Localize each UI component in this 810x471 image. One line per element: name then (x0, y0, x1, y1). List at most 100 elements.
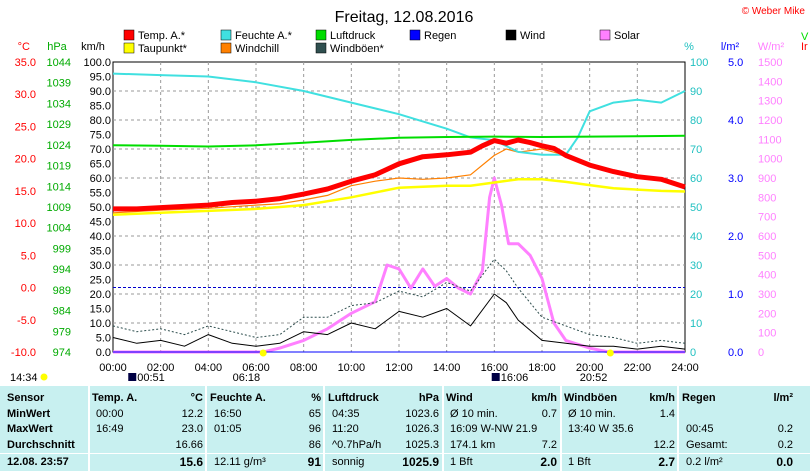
sunrise-icon (259, 349, 267, 357)
series-line-luftdruck (112, 134, 686, 148)
column-header: Temp. A. (92, 392, 138, 404)
column-header: Luftdruck (328, 392, 379, 404)
column-unit: km/h (649, 392, 675, 404)
moonrise-icon (128, 373, 137, 381)
time-markers: 14:34 06:18 20:52 00:51 16:06 (10, 349, 614, 384)
legend-label: Windböen* (330, 43, 385, 55)
table-cell-label: 16:09 W-NW 21.9 (450, 423, 538, 435)
column-separator (442, 386, 444, 471)
solar-tick-label: 900 (758, 173, 776, 185)
wind-tick-label: 85.0 (90, 101, 111, 113)
wind-tick-label: 65.0 (90, 159, 111, 171)
pressure-tick-label: 984 (53, 306, 71, 318)
wind-tick-label: 20.0 (90, 289, 111, 301)
x-tick-label: 16:00 (481, 362, 509, 374)
legend-swatch (599, 29, 611, 41)
wind-tick-label: 0.0 (96, 347, 111, 359)
legend-label: Windchill (235, 43, 279, 55)
table-cell-value: 1026.3 (405, 423, 439, 435)
temp-tick-label: 5.0 (21, 250, 36, 262)
solar-tick-label: 600 (758, 231, 776, 243)
row-label-average: Durchschnitt (7, 439, 75, 451)
series-line-windb-en (112, 258, 686, 344)
humidity-unit-label: % (684, 41, 694, 53)
solar-tick-label: 1400 (758, 76, 782, 88)
legend-swatch (315, 29, 327, 41)
x-tick-label: 22:00 (624, 362, 652, 374)
solar-tick-label: 1300 (758, 96, 782, 108)
x-tick-label: 00:00 (99, 362, 127, 374)
temp-tick-label: 15.0 (15, 186, 36, 198)
temp-tick-label: -5.0 (17, 315, 36, 327)
column-separator (677, 386, 679, 471)
wind-tick-label: 45.0 (90, 217, 111, 229)
table-cell-label: 00:45 (686, 423, 714, 435)
row-label-current: 12.08. 23:57 (7, 456, 69, 468)
column-header: Regen (682, 392, 716, 404)
series-line-taupunkt (112, 178, 686, 216)
humidity-tick-label: 0 (690, 347, 696, 359)
humidity-tick-label: 60 (690, 173, 702, 185)
axis-ticks: -10.0 -5.0 0.0 5.0 10.0 15.0 20.0 25.0 30.0 35.0 9… (11, 57, 783, 374)
wind-tick-label: 35.0 (90, 246, 111, 258)
table-cell-value: 12.2 (181, 408, 203, 420)
table-cell-value: 2.7 (658, 455, 675, 469)
temp-tick-label: 20.0 (15, 154, 36, 166)
table-cell-label: sonnig (332, 456, 365, 468)
sunset-icon (606, 349, 614, 357)
sunset-label: 20:52 (580, 372, 608, 384)
legend-swatch (505, 29, 517, 41)
temp-tick-label: 30.0 (15, 89, 36, 101)
table-cell-label: 12.11 g/m³ (214, 456, 266, 468)
column-unit: °C (190, 392, 203, 404)
column-header: Feuchte A. (210, 392, 266, 404)
rain-tick-label: 5.0 (728, 57, 743, 69)
table-cell-value: 0.2 (777, 439, 793, 451)
temp-unit-label: °C (18, 41, 30, 53)
table-cell-value: 86 (308, 439, 321, 451)
column-separator (88, 386, 90, 471)
wind-tick-label: 10.0 (90, 318, 111, 330)
humidity-tick-label: 50 (690, 202, 702, 214)
legend-label: Regen (424, 30, 456, 42)
solar-tick-label: 1100 (758, 134, 782, 146)
pressure-tick-label: 1004 (47, 223, 71, 235)
table-cell-label: 16:50 (214, 408, 242, 420)
series-line-temp-a (113, 137, 686, 212)
wind-tick-label: 75.0 (90, 130, 111, 142)
table-cell-value: 96 (308, 423, 321, 435)
legend-swatch (315, 42, 327, 54)
table-cell-label: 11:20 (332, 423, 359, 435)
column-unit: % (311, 392, 321, 404)
table-cell-value: 23.0 (181, 423, 203, 435)
column-separator (323, 386, 325, 471)
x-tick-label: 10:00 (338, 362, 366, 374)
table-cell-value: 12.2 (653, 439, 675, 451)
table-cell-value: 15.6 (179, 455, 203, 469)
column-unit: km/h (531, 392, 557, 404)
pressure-tick-label: 1039 (47, 78, 71, 90)
table-cell-label: 0.2 l/m² (686, 456, 723, 468)
copyright: © Weber Mike (742, 6, 806, 17)
pressure-tick-label: 1029 (47, 119, 71, 131)
table-cell-value: 1023.6 (405, 408, 439, 420)
table-cell-value: 16.66 (175, 439, 203, 451)
sunrise-label: 06:18 (233, 372, 261, 384)
temp-tick-label: 25.0 (15, 121, 36, 133)
wind-tick-label: 100.0 (83, 57, 111, 69)
x-tick-label: 02:00 (147, 362, 175, 374)
legend-swatch (220, 29, 232, 41)
x-tick-label: 12:00 (385, 362, 413, 374)
row-label-max: MaxWert (7, 423, 53, 435)
solar-tick-label: 400 (758, 270, 776, 282)
row-label-sensor: Sensor (7, 392, 45, 404)
legend-label: Taupunkt* (138, 43, 188, 55)
table-cell-label: 1 Bft (450, 456, 473, 468)
table-cell-label: ^0.7hPa/h (332, 439, 382, 451)
legend-label: Solar (614, 30, 640, 42)
wind-tick-label: 5.0 (96, 333, 111, 345)
legend-label: Luftdruck (330, 30, 376, 42)
right-edge-label-ir: Ir (801, 41, 808, 53)
table-cell-value: 0.2 (777, 423, 793, 435)
legend-label: Temp. A.* (138, 30, 186, 42)
